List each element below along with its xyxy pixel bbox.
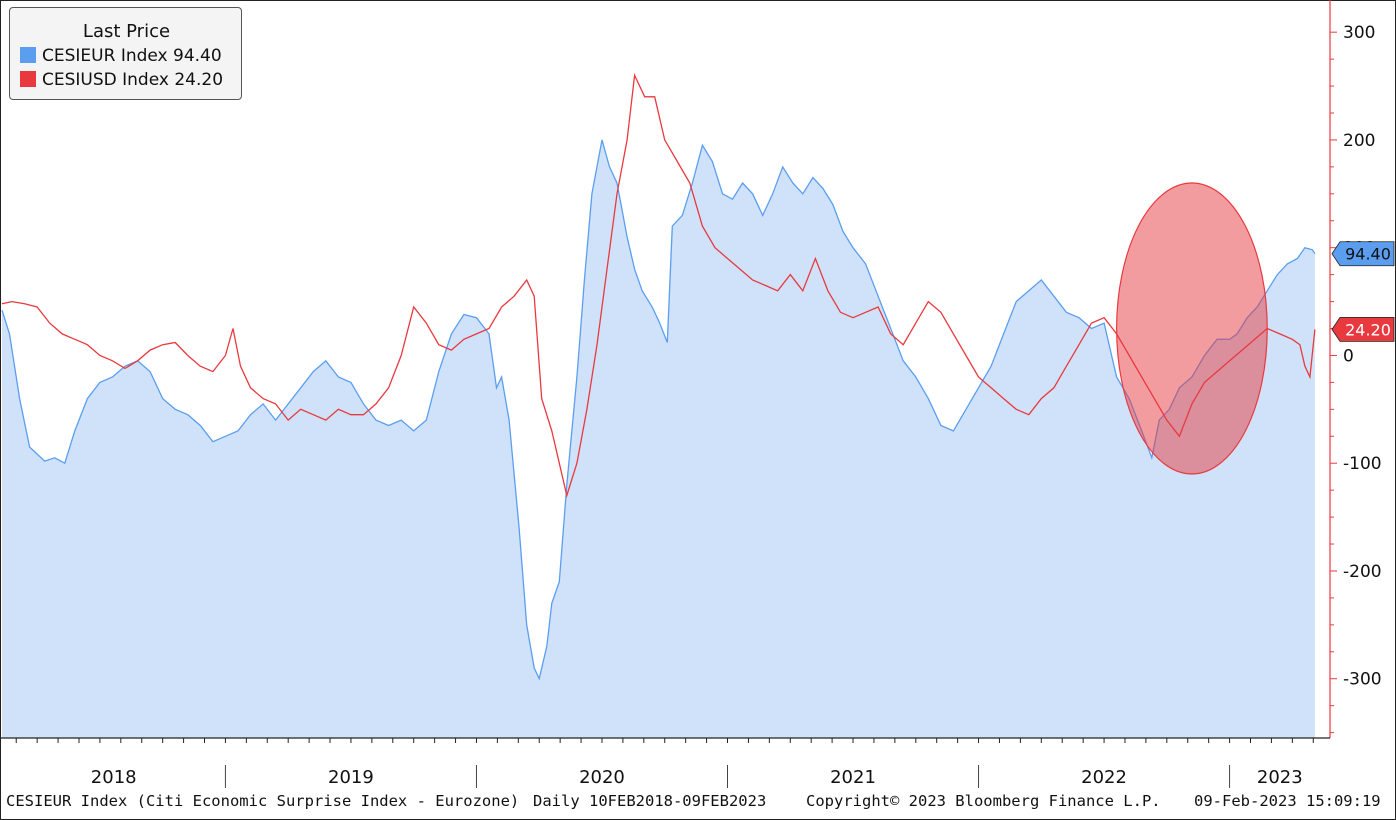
highlight-ellipse (1117, 183, 1268, 474)
y-tick-label: -100 (1343, 454, 1382, 474)
cesieur-area (2, 140, 1315, 738)
y-tick-label: 200 (1343, 131, 1375, 151)
chart-window: 3002001000-100-200-300201820192020202120… (0, 0, 1396, 820)
eur-area-fill (2, 140, 1315, 738)
legend-swatch-red (20, 71, 36, 87)
x-year-label: 2020 (579, 767, 625, 788)
cesieur-last-value: 94.40 (1345, 245, 1391, 264)
footer-timestamp: 09-Feb-2023 15:09:19 (1194, 792, 1381, 810)
legend-item-cesieur: CESIEUR Index 94.40 (20, 46, 222, 66)
chart-canvas: 3002001000-100-200-300201820192020202120… (0, 0, 1396, 820)
footer-period: Daily 10FEB2018-09FEB2023 (533, 792, 766, 810)
last-value-tags: 94.40 24.20 (1332, 242, 1394, 342)
footer-copyright: Copyright© 2023 Bloomberg Finance L.P. (806, 792, 1161, 810)
x-year-label: 2019 (328, 767, 374, 788)
y-tick-label: -300 (1343, 670, 1382, 690)
legend-title: Last Price (10, 21, 243, 42)
legend-label-cesieur: CESIEUR Index 94.40 (42, 46, 222, 66)
legend-label-cesiusd: CESIUSD Index 24.20 (42, 70, 223, 90)
x-year-label: 2021 (830, 767, 876, 788)
cesiusd-last-value: 24.20 (1345, 320, 1391, 339)
footer-description: CESIEUR Index (Citi Economic Surprise In… (6, 792, 519, 810)
highlight-ellipse-layer (1117, 183, 1268, 474)
x-year-label: 2018 (91, 767, 137, 788)
y-tick-label: 0 (1343, 346, 1354, 366)
legend-item-cesiusd: CESIUSD Index 24.20 (20, 70, 223, 90)
x-year-label: 2023 (1257, 767, 1303, 788)
x-year-label: 2022 (1081, 767, 1127, 788)
legend-swatch-blue (20, 47, 36, 63)
y-tick-label: -200 (1343, 562, 1382, 582)
legend: Last Price CESIEUR Index 94.40 CESIUSD I… (9, 7, 242, 100)
y-tick-label: 300 (1343, 23, 1375, 43)
